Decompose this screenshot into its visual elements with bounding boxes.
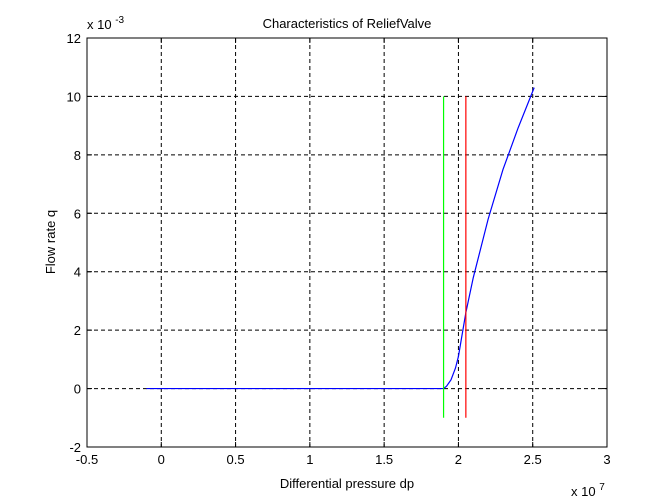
tick-labels: -0.5 0 0.5 1 1.5 2 2.5 3 -2 0 2 4 6 8 10 12 (67, 31, 611, 467)
x-exponent-base: x 10 (571, 484, 596, 499)
y-exponent-label: x 10 -3 (87, 15, 125, 32)
x-exponent-label: x 10 7 (571, 482, 605, 499)
y-exponent-base: x 10 (87, 17, 112, 32)
y-tick-label: 2 (74, 323, 81, 338)
y-tick-label: 0 (74, 382, 81, 397)
plot-frame (86, 37, 608, 448)
x-tick-label: 1 (306, 452, 313, 467)
x-exponent-power: 7 (599, 482, 605, 493)
y-axis-label: Flow rate q (43, 210, 58, 274)
plot-area (87, 38, 607, 447)
x-tick-label: 2 (455, 452, 462, 467)
y-tick-label: 12 (67, 31, 81, 46)
y-tick-label: 10 (67, 89, 81, 104)
y-tick-label: 8 (74, 148, 81, 163)
x-tick-label: 0 (158, 452, 165, 467)
series-relief-curve-line (146, 87, 535, 390)
x-tick-label: 3 (603, 452, 610, 467)
y-tick-label: 4 (74, 265, 81, 280)
x-tick-label: -0.5 (76, 452, 98, 467)
x-tick-label: 0.5 (227, 452, 245, 467)
x-axis-label: Differential pressure dp (280, 476, 414, 491)
y-tick-label: -2 (69, 440, 81, 455)
x-tick-label: 2.5 (524, 452, 542, 467)
x-tick-label: 1.5 (375, 452, 393, 467)
ticks (86, 37, 608, 448)
chart-title: Characteristics of ReliefValve (263, 16, 432, 31)
y-exponent-power: -3 (115, 15, 124, 26)
y-tick-label: 6 (74, 206, 81, 221)
series-group (146, 87, 535, 418)
